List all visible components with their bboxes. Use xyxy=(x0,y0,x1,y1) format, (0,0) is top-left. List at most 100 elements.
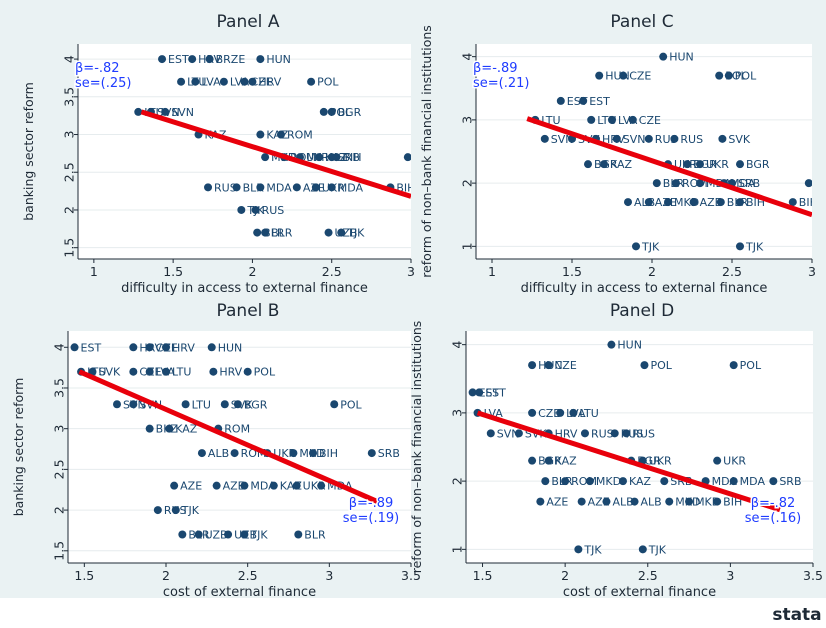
data-point xyxy=(276,130,285,139)
data-point xyxy=(292,183,301,192)
data-point xyxy=(715,71,724,80)
data-point xyxy=(804,179,812,188)
y-tick-label: 3.5 xyxy=(62,87,77,107)
y-axis-label: reform of non–bank financial institution… xyxy=(419,25,434,278)
y-tick-label: 2.5 xyxy=(62,162,77,182)
data-point xyxy=(672,179,680,188)
standard-error: se=(.25) xyxy=(75,76,131,91)
data-point xyxy=(556,408,565,417)
data-point xyxy=(585,477,594,486)
data-point xyxy=(165,424,174,433)
data-point xyxy=(88,367,97,376)
data-point xyxy=(607,340,616,349)
point-label: TJK xyxy=(249,529,268,542)
panel-title: Panel A xyxy=(217,12,280,32)
data-point xyxy=(261,228,270,237)
point-label: RUS xyxy=(214,181,237,194)
x-tick-label: 3 xyxy=(726,568,734,583)
point-label: SRB xyxy=(378,447,400,460)
point-label: SRB xyxy=(738,177,760,190)
data-point xyxy=(327,183,336,192)
data-point xyxy=(665,497,674,506)
y-tick-label: 3 xyxy=(460,116,475,124)
point-label: EST xyxy=(81,341,102,354)
x-tick-label: 1.5 xyxy=(473,568,493,583)
data-point xyxy=(324,228,333,237)
data-point xyxy=(219,77,228,86)
point-label: TJK xyxy=(648,543,667,556)
data-point xyxy=(541,477,550,486)
data-point xyxy=(327,107,336,116)
point-label: BGR xyxy=(746,158,770,171)
point-label: POL xyxy=(650,359,672,372)
data-point xyxy=(718,134,727,143)
data-point xyxy=(600,160,608,169)
point-label: ALB xyxy=(208,447,229,460)
point-label: MKD xyxy=(695,496,720,509)
standard-error: se=(.16) xyxy=(745,511,801,526)
data-point xyxy=(659,52,668,61)
y-axis-label: reform of non–bank financial institution… xyxy=(409,321,424,574)
data-point xyxy=(309,449,317,458)
y-tick-label: 1.5 xyxy=(52,541,67,561)
y-tick-label: 2 xyxy=(460,179,475,187)
point-label: LTU xyxy=(192,398,211,411)
data-point xyxy=(212,481,221,490)
data-point xyxy=(205,55,214,64)
data-point xyxy=(171,506,180,515)
data-point xyxy=(544,456,553,465)
data-point xyxy=(729,361,738,370)
data-point xyxy=(181,400,190,409)
data-point xyxy=(220,400,229,409)
point-label: ROM xyxy=(287,129,313,142)
standard-error: se=(.21) xyxy=(473,76,529,91)
data-point xyxy=(162,343,170,352)
data-point xyxy=(536,497,545,506)
data-point xyxy=(330,400,339,409)
point-label: BGR xyxy=(338,106,362,119)
data-point xyxy=(644,198,653,207)
data-point xyxy=(683,160,692,169)
y-tick-label: 2 xyxy=(52,506,67,514)
data-point xyxy=(113,400,121,409)
data-point xyxy=(145,424,154,433)
point-label: HRV xyxy=(172,341,195,354)
x-axis-label: cost of external finance xyxy=(563,585,716,600)
point-label: LTU xyxy=(172,366,191,379)
data-point xyxy=(696,160,704,169)
point-label: POL xyxy=(317,76,339,89)
data-point xyxy=(716,198,725,207)
data-point xyxy=(188,55,197,64)
data-point xyxy=(736,160,744,169)
point-label: TJK xyxy=(641,240,660,253)
data-point xyxy=(209,367,218,376)
x-tick-label: 3 xyxy=(325,568,333,583)
point-label: SRB xyxy=(338,151,360,164)
y-tick-label: 4 xyxy=(52,343,67,351)
data-point xyxy=(240,530,249,539)
data-point xyxy=(307,77,316,86)
panel-title: Panel B xyxy=(217,301,280,321)
point-label: SVN xyxy=(551,133,574,146)
data-point xyxy=(618,477,627,486)
plot-region xyxy=(68,331,411,563)
point-label: EST xyxy=(479,386,500,399)
data-point xyxy=(292,481,301,490)
stata-logo-text: stata xyxy=(772,605,821,625)
point-label: KAZ xyxy=(629,475,652,488)
point-label: SVN xyxy=(623,133,646,146)
data-point xyxy=(237,205,246,214)
data-point xyxy=(544,361,553,370)
x-axis-label: difficulty in access to external finance xyxy=(121,281,368,296)
x-tick-label: 1 xyxy=(90,264,98,279)
y-tick-label: 2 xyxy=(450,477,465,485)
y-tick-label: 4 xyxy=(450,341,465,349)
y-tick-label: 1 xyxy=(460,242,475,250)
data-point xyxy=(475,388,484,397)
y-tick-label: 3 xyxy=(62,131,77,139)
point-label: BIH xyxy=(723,496,742,509)
data-point xyxy=(261,153,270,162)
panel-panel-a: Panel A 1.5 2 2.5 3 3.5 4 1 1.5 2 2.5 3 difficulty i… xyxy=(21,12,415,296)
data-point xyxy=(580,429,589,438)
data-point xyxy=(319,107,328,116)
